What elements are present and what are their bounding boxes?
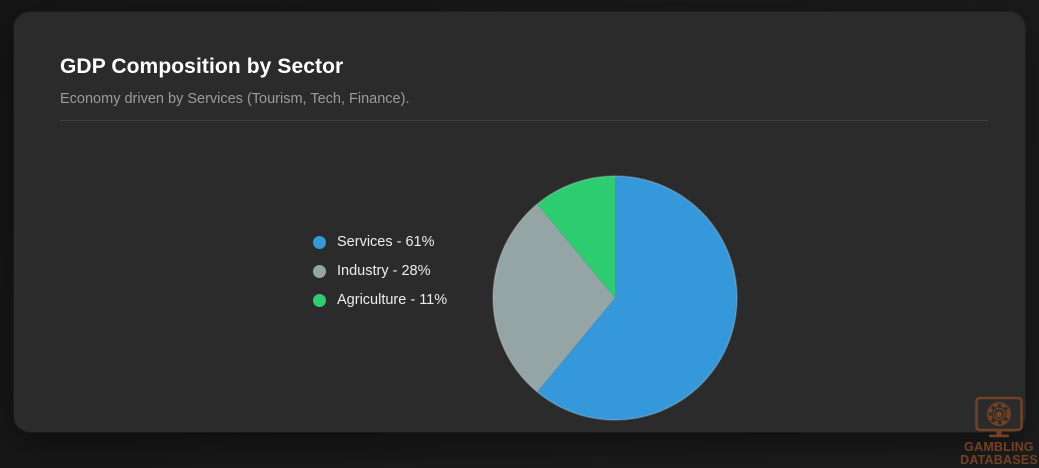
pie-slice-services[interactable] — [537, 176, 737, 420]
watermark: GAMBLING DATABASES — [960, 396, 1038, 467]
pie-outline — [492, 175, 738, 421]
watermark-line1: GAMBLING — [964, 440, 1034, 454]
legend-dot-industry — [313, 264, 326, 278]
legend-item-industry[interactable]: Industry - 28% — [313, 261, 447, 281]
card-title: GDP Composition by Sector — [60, 55, 344, 78]
watermark-line2: DATABASES — [960, 453, 1038, 467]
legend-label-services: Services - 61% — [337, 234, 435, 250]
gdp-composition-card: GDP Composition by Sector Economy driven… — [14, 12, 1025, 432]
monitor-casino-chip-icon — [975, 396, 1023, 438]
legend-item-agriculture[interactable]: Agriculture - 11% — [313, 290, 447, 310]
pie-chart — [492, 175, 738, 421]
legend-item-services[interactable]: Services - 61% — [313, 232, 447, 252]
legend-label-industry: Industry - 28% — [337, 263, 431, 279]
legend-dot-services — [313, 235, 326, 249]
card-subtitle: Economy driven by Services (Tourism, Tec… — [60, 91, 410, 107]
legend-dot-agriculture — [313, 293, 326, 307]
pie-slice-industry[interactable] — [492, 204, 615, 392]
divider — [60, 120, 988, 121]
legend-label-agriculture: Agriculture - 11% — [337, 292, 448, 308]
pie-legend: Services - 61% Industry - 28% Agriculture … — [313, 232, 447, 319]
pie-slice-agriculture[interactable] — [537, 176, 615, 298]
